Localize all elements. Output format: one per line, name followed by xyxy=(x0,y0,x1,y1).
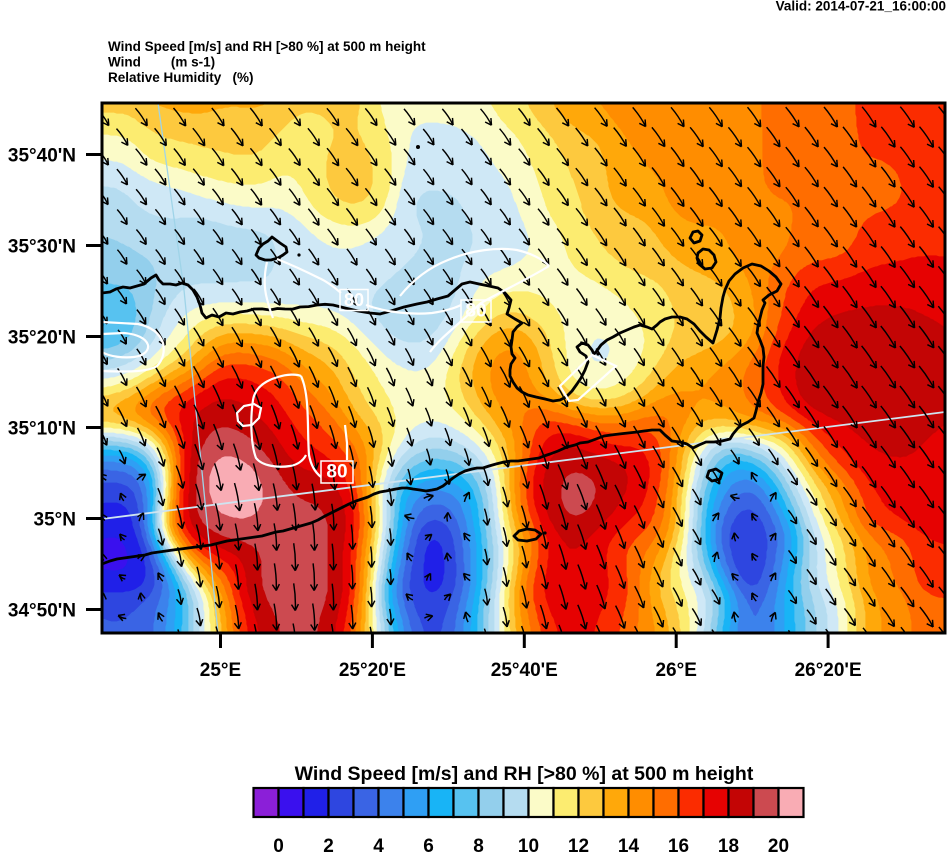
svg-text:20: 20 xyxy=(768,836,789,854)
svg-text:34°50'N: 34°50'N xyxy=(8,601,76,622)
svg-text:35°20'N: 35°20'N xyxy=(8,328,76,349)
svg-text:35°30'N: 35°30'N xyxy=(8,237,76,258)
svg-text:Wind Speed [m/s] and RH [>80 %: Wind Speed [m/s] and RH [>80 %] at 500 m… xyxy=(108,39,426,54)
svg-text:4: 4 xyxy=(373,836,384,854)
svg-text:8: 8 xyxy=(473,836,484,854)
svg-text:26°20'E: 26°20'E xyxy=(795,660,862,681)
svg-text:25°E: 25°E xyxy=(200,660,241,681)
svg-text:Relative Humidity (%): Relative Humidity (%) xyxy=(108,70,254,85)
svg-text:6: 6 xyxy=(423,836,434,854)
svg-text:10: 10 xyxy=(518,836,539,854)
svg-text:2: 2 xyxy=(323,836,334,854)
svg-text:0: 0 xyxy=(273,836,284,854)
svg-text:Wind Speed [m/s] and RH [>80 %: Wind Speed [m/s] and RH [>80 %] at 500 m… xyxy=(295,763,754,785)
svg-text:80: 80 xyxy=(326,462,347,483)
svg-text:80: 80 xyxy=(344,290,364,310)
svg-text:Wind (m s-1): Wind (m s-1) xyxy=(108,55,215,70)
svg-text:35°N: 35°N xyxy=(34,510,76,531)
svg-text:26°E: 26°E xyxy=(655,660,696,681)
svg-text:80: 80 xyxy=(465,301,486,322)
svg-text:35°10'N: 35°10'N xyxy=(8,419,76,440)
svg-text:Valid: 2014-07-21_16:00:00: Valid: 2014-07-21_16:00:00 xyxy=(776,0,946,14)
svg-text:14: 14 xyxy=(618,836,640,854)
svg-text:16: 16 xyxy=(668,836,689,854)
svg-text:12: 12 xyxy=(568,836,589,854)
svg-text:18: 18 xyxy=(718,836,739,854)
svg-text:25°20'E: 25°20'E xyxy=(339,660,406,681)
svg-text:35°40'N: 35°40'N xyxy=(8,146,76,167)
svg-text:25°40'E: 25°40'E xyxy=(491,660,558,681)
